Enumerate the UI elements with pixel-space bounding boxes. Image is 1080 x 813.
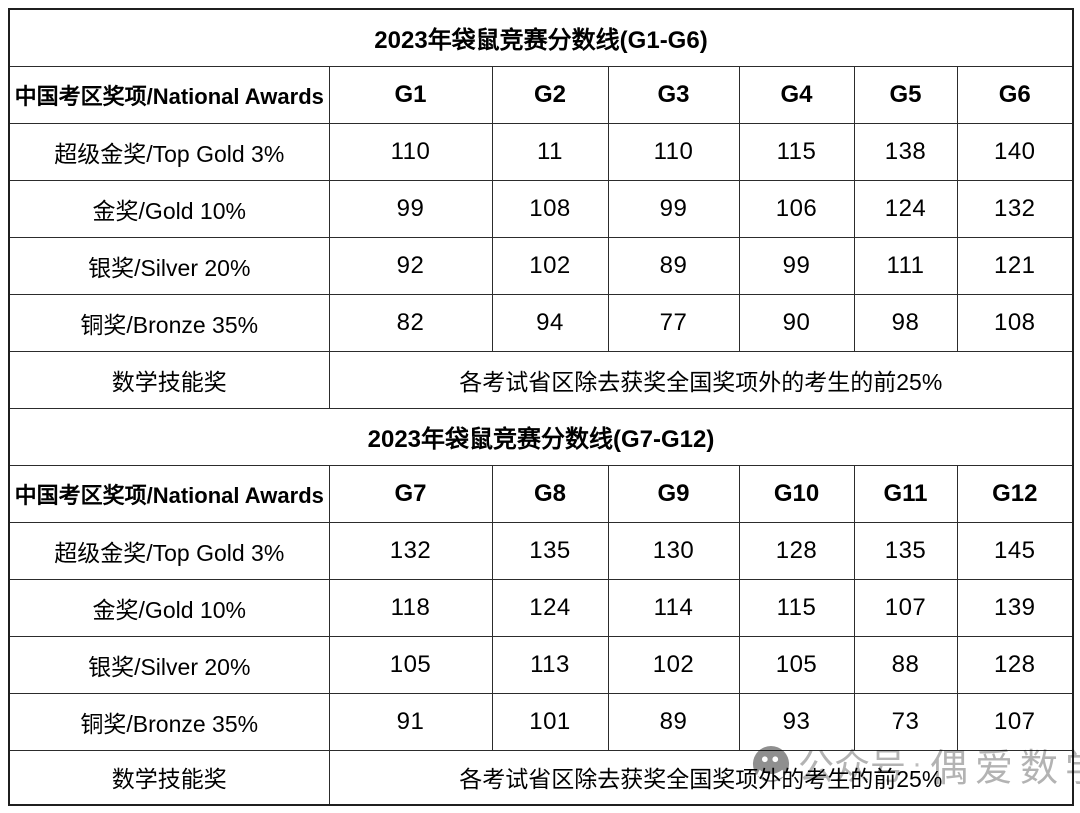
- score-cell: 135: [853, 521, 958, 580]
- score-cell: 107: [853, 578, 958, 637]
- award-label-gold: 金奖/Gold 10%: [8, 578, 330, 637]
- awards-column-header: 中国考区奖项/National Awards: [8, 464, 330, 523]
- grade-column-header-g2: G2: [491, 65, 609, 124]
- grade-column-header-g4: G4: [738, 65, 855, 124]
- award-label-top-gold: 超级金奖/Top Gold 3%: [8, 122, 330, 181]
- table-title-g7-g12: 2023年袋鼠竞赛分数线(G7-G12): [8, 407, 1074, 466]
- award-label-bronze: 铜奖/Bronze 35%: [8, 293, 330, 352]
- table-row: 金奖/Gold 10% 118 124 114 115 107 139: [8, 578, 1074, 637]
- score-cell: 121: [956, 236, 1074, 295]
- table-row: 铜奖/Bronze 35% 91 101 89 93 73 107: [8, 692, 1074, 751]
- grade-column-header-g11: G11: [853, 464, 958, 523]
- table-row: 金奖/Gold 10% 99 108 99 106 124 132: [8, 179, 1074, 238]
- score-cell: 73: [853, 692, 958, 751]
- score-cell: 111: [853, 236, 958, 295]
- grade-column-header-g7: G7: [328, 464, 493, 523]
- grade-column-header-g10: G10: [738, 464, 855, 523]
- table-row: 银奖/Silver 20% 105 113 102 105 88 128: [8, 635, 1074, 694]
- score-cell: 108: [491, 179, 609, 238]
- score-cell: 89: [607, 692, 740, 751]
- table-row: 超级金奖/Top Gold 3% 110 11 110 115 138 140: [8, 122, 1074, 181]
- skill-award-label: 数学技能奖: [8, 749, 330, 806]
- score-cell: 11: [491, 122, 609, 181]
- score-cell: 99: [328, 179, 493, 238]
- table-row: 数学技能奖 各考试省区除去获奖全国奖项外的考生的前25%: [8, 350, 1074, 409]
- award-label-silver: 银奖/Silver 20%: [8, 236, 330, 295]
- award-label-silver: 银奖/Silver 20%: [8, 635, 330, 694]
- score-cell: 139: [956, 578, 1074, 637]
- score-cell: 107: [956, 692, 1074, 751]
- score-cell: 128: [956, 635, 1074, 694]
- score-cell: 132: [956, 179, 1074, 238]
- score-cell: 102: [491, 236, 609, 295]
- score-cell: 102: [607, 635, 740, 694]
- award-label-top-gold: 超级金奖/Top Gold 3%: [8, 521, 330, 580]
- score-cell: 91: [328, 692, 493, 751]
- table-row: 超级金奖/Top Gold 3% 132 135 130 128 135 145: [8, 521, 1074, 580]
- score-cell: 94: [491, 293, 609, 352]
- award-label-bronze: 铜奖/Bronze 35%: [8, 692, 330, 751]
- grade-column-header-g6: G6: [956, 65, 1074, 124]
- score-cell: 124: [491, 578, 609, 637]
- score-cell: 114: [607, 578, 740, 637]
- grade-column-header-g1: G1: [328, 65, 493, 124]
- score-cell: 77: [607, 293, 740, 352]
- skill-award-label: 数学技能奖: [8, 350, 330, 409]
- score-cell: 101: [491, 692, 609, 751]
- score-cell: 145: [956, 521, 1074, 580]
- score-cell: 138: [853, 122, 958, 181]
- score-cell: 110: [607, 122, 740, 181]
- score-cell: 99: [738, 236, 855, 295]
- award-label-gold: 金奖/Gold 10%: [8, 179, 330, 238]
- grade-column-header-g9: G9: [607, 464, 740, 523]
- awards-column-header: 中国考区奖项/National Awards: [8, 65, 330, 124]
- table-row: 铜奖/Bronze 35% 82 94 77 90 98 108: [8, 293, 1074, 352]
- score-cell: 105: [738, 635, 855, 694]
- score-cell: 132: [328, 521, 493, 580]
- score-cell: 115: [738, 122, 855, 181]
- grade-column-header-g8: G8: [491, 464, 609, 523]
- table-row: 数学技能奖 各考试省区除去获奖全国奖项外的考生的前25%: [8, 749, 1074, 806]
- table-title-g1-g6: 2023年袋鼠竞赛分数线(G1-G6): [8, 8, 1074, 67]
- score-cell: 124: [853, 179, 958, 238]
- grade-column-header-g12: G12: [956, 464, 1074, 523]
- score-cell: 99: [607, 179, 740, 238]
- score-cell: 98: [853, 293, 958, 352]
- score-cell: 88: [853, 635, 958, 694]
- grade-column-header-g5: G5: [853, 65, 958, 124]
- table-row: 银奖/Silver 20% 92 102 89 99 111 121: [8, 236, 1074, 295]
- score-cell: 128: [738, 521, 855, 580]
- score-cell: 118: [328, 578, 493, 637]
- kangaroo-score-table: 2023年袋鼠竞赛分数线(G1-G6) 中国考区奖项/National Awar…: [8, 8, 1075, 806]
- score-cell: 106: [738, 179, 855, 238]
- score-cell: 105: [328, 635, 493, 694]
- score-cell: 90: [738, 293, 855, 352]
- score-cell: 82: [328, 293, 493, 352]
- score-cell: 108: [956, 293, 1074, 352]
- skill-award-note: 各考试省区除去获奖全国奖项外的考生的前25%: [328, 749, 1074, 806]
- skill-award-note: 各考试省区除去获奖全国奖项外的考生的前25%: [328, 350, 1074, 409]
- score-cell: 130: [607, 521, 740, 580]
- score-cell: 93: [738, 692, 855, 751]
- score-cell: 140: [956, 122, 1074, 181]
- score-cell: 135: [491, 521, 609, 580]
- score-cell: 89: [607, 236, 740, 295]
- score-cell: 113: [491, 635, 609, 694]
- grade-column-header-g3: G3: [607, 65, 740, 124]
- score-cell: 92: [328, 236, 493, 295]
- score-cell: 115: [738, 578, 855, 637]
- score-cell: 110: [328, 122, 493, 181]
